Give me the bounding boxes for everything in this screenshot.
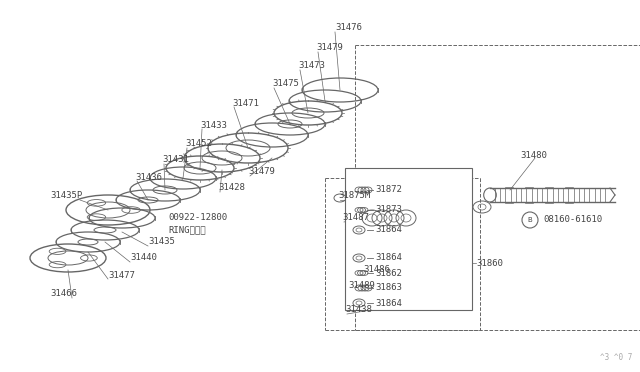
Text: 31860: 31860 — [476, 259, 503, 267]
Text: 31435: 31435 — [148, 237, 175, 247]
Text: 31440: 31440 — [130, 253, 157, 263]
Text: 31473: 31473 — [298, 61, 325, 71]
Text: B: B — [527, 217, 532, 223]
Text: 31479: 31479 — [248, 167, 275, 176]
Text: 31433: 31433 — [200, 121, 227, 129]
Text: 31480: 31480 — [520, 151, 547, 160]
Text: 31431: 31431 — [162, 155, 189, 164]
Text: 31486: 31486 — [363, 266, 390, 275]
Text: RINGリング: RINGリング — [168, 225, 205, 234]
Text: 31428: 31428 — [218, 183, 245, 192]
Text: 31864: 31864 — [375, 253, 402, 263]
Text: 00922-12800: 00922-12800 — [168, 214, 227, 222]
Text: 31477: 31477 — [108, 270, 135, 279]
Text: 31471: 31471 — [232, 99, 259, 108]
Text: 31864: 31864 — [375, 225, 402, 234]
Text: 31872: 31872 — [375, 186, 402, 195]
Text: 31864: 31864 — [375, 298, 402, 308]
Text: 31875M: 31875M — [338, 192, 371, 201]
Text: 31863: 31863 — [375, 283, 402, 292]
Text: 31479: 31479 — [316, 44, 343, 52]
Text: 31452: 31452 — [185, 140, 212, 148]
Text: 31475: 31475 — [272, 80, 299, 89]
Text: 31435P: 31435P — [50, 192, 83, 201]
Text: 31489: 31489 — [348, 280, 375, 289]
Text: 08160-61610: 08160-61610 — [543, 215, 602, 224]
Text: 31436: 31436 — [135, 173, 162, 182]
Text: 31466: 31466 — [50, 289, 77, 298]
Text: 31487: 31487 — [342, 214, 369, 222]
Text: 31873: 31873 — [375, 205, 402, 215]
Bar — [345, 168, 472, 310]
Text: ^3 ^0 7: ^3 ^0 7 — [600, 353, 632, 362]
Text: 31476: 31476 — [335, 23, 362, 32]
Text: 31438: 31438 — [345, 305, 372, 314]
Text: 31862: 31862 — [375, 269, 402, 278]
